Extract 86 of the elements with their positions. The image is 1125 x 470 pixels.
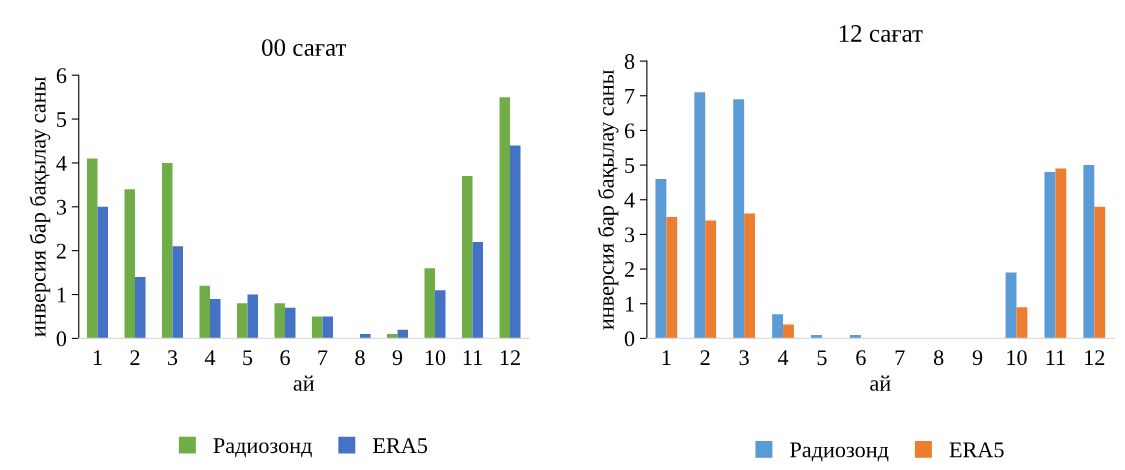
x-tick-label: 11: [463, 350, 482, 365]
x-tick-label: 6: [280, 350, 290, 366]
bar: [360, 334, 371, 339]
x-tick-label: 8: [933, 350, 944, 366]
bar: [172, 246, 183, 339]
y-tick-label: 3: [625, 227, 635, 243]
x-tick-label: 7: [895, 350, 905, 365]
bar: [1055, 168, 1067, 339]
legend-label: Радиозонд: [213, 438, 312, 458]
bar: [435, 290, 446, 339]
bar: [247, 294, 258, 339]
chart-title: 12 сағат: [839, 25, 923, 42]
bar: [733, 99, 745, 339]
x-axis-title: ай: [293, 375, 315, 391]
bar: [124, 189, 135, 339]
bar: [387, 334, 398, 339]
bar: [472, 241, 483, 339]
bar: [87, 158, 98, 339]
bar: [322, 316, 333, 339]
bar: [666, 217, 678, 339]
bar: [210, 298, 221, 339]
bar: [510, 145, 521, 339]
bar: [772, 314, 784, 339]
y-tick-label: 5: [625, 158, 635, 174]
bar: [199, 285, 210, 339]
bar: [237, 303, 248, 339]
bar: [783, 324, 794, 339]
x-tick-label: 1: [93, 350, 102, 365]
chart-title: 00 сағат: [262, 39, 347, 56]
bar: [705, 220, 717, 339]
x-tick-label: 3: [739, 350, 749, 366]
bar: [462, 176, 473, 339]
bar: [744, 213, 756, 339]
bar: [424, 268, 435, 339]
x-tick-label: 10: [1007, 350, 1027, 366]
y-axis-title: инверсия бар бақылау саны: [29, 76, 51, 337]
y-tick-label: 6: [624, 123, 635, 139]
x-tick-label: 6: [856, 350, 866, 366]
x-tick-label: 2: [700, 350, 710, 365]
bar: [655, 178, 667, 339]
x-tick-label: 2: [130, 350, 140, 365]
bar: [1016, 307, 1028, 339]
x-tick-label: 8: [355, 350, 365, 366]
y-axis-title: инверсия бар бақылау саны: [597, 69, 619, 330]
y-tick-label: 4: [56, 156, 67, 171]
bar: [694, 92, 706, 339]
y-tick-label: 6: [56, 68, 67, 84]
legend-label: ERA5: [949, 442, 1004, 458]
legend-label: ERA5: [373, 438, 428, 454]
x-tick-label: 5: [817, 350, 827, 366]
x-axis-title: ай: [870, 375, 891, 391]
bar: [1044, 172, 1056, 339]
x-tick-label: 1: [662, 350, 671, 365]
y-tick-label: 2: [624, 262, 634, 277]
legend-label: Радиозонд: [790, 442, 889, 462]
bar: [1094, 206, 1106, 339]
y-tick-label: 8: [624, 54, 635, 70]
bar: [135, 276, 146, 339]
y-tick-label: 1: [625, 296, 634, 312]
x-tick-label: 5: [243, 350, 253, 366]
x-tick-label: 4: [204, 350, 216, 365]
x-tick-label: 4: [777, 350, 789, 365]
y-tick-label: 4: [624, 192, 635, 208]
bar: [162, 162, 173, 339]
bar: [285, 307, 296, 339]
y-tick-label: 7: [625, 88, 635, 104]
x-tick-label: 7: [318, 350, 328, 365]
bar: [274, 303, 285, 339]
bar: [97, 206, 108, 339]
x-tick-label: 9: [392, 350, 403, 366]
bar: [312, 316, 323, 339]
x-tick-label: 11: [1046, 350, 1065, 365]
y-tick-label: 3: [56, 199, 67, 215]
bar: [499, 97, 510, 339]
x-tick-label: 12: [1085, 350, 1105, 365]
x-tick-label: 9: [972, 350, 983, 366]
x-tick-label: 12: [500, 350, 520, 365]
bar: [1083, 165, 1095, 339]
y-tick-label: 1: [57, 287, 66, 303]
y-tick-label: 5: [57, 112, 67, 127]
x-tick-label: 3: [168, 350, 178, 366]
y-tick-label: 0: [624, 331, 635, 347]
y-tick-label: 0: [56, 331, 67, 347]
y-tick-label: 2: [56, 243, 66, 259]
x-tick-label: 10: [425, 350, 446, 366]
bar: [1005, 272, 1017, 339]
